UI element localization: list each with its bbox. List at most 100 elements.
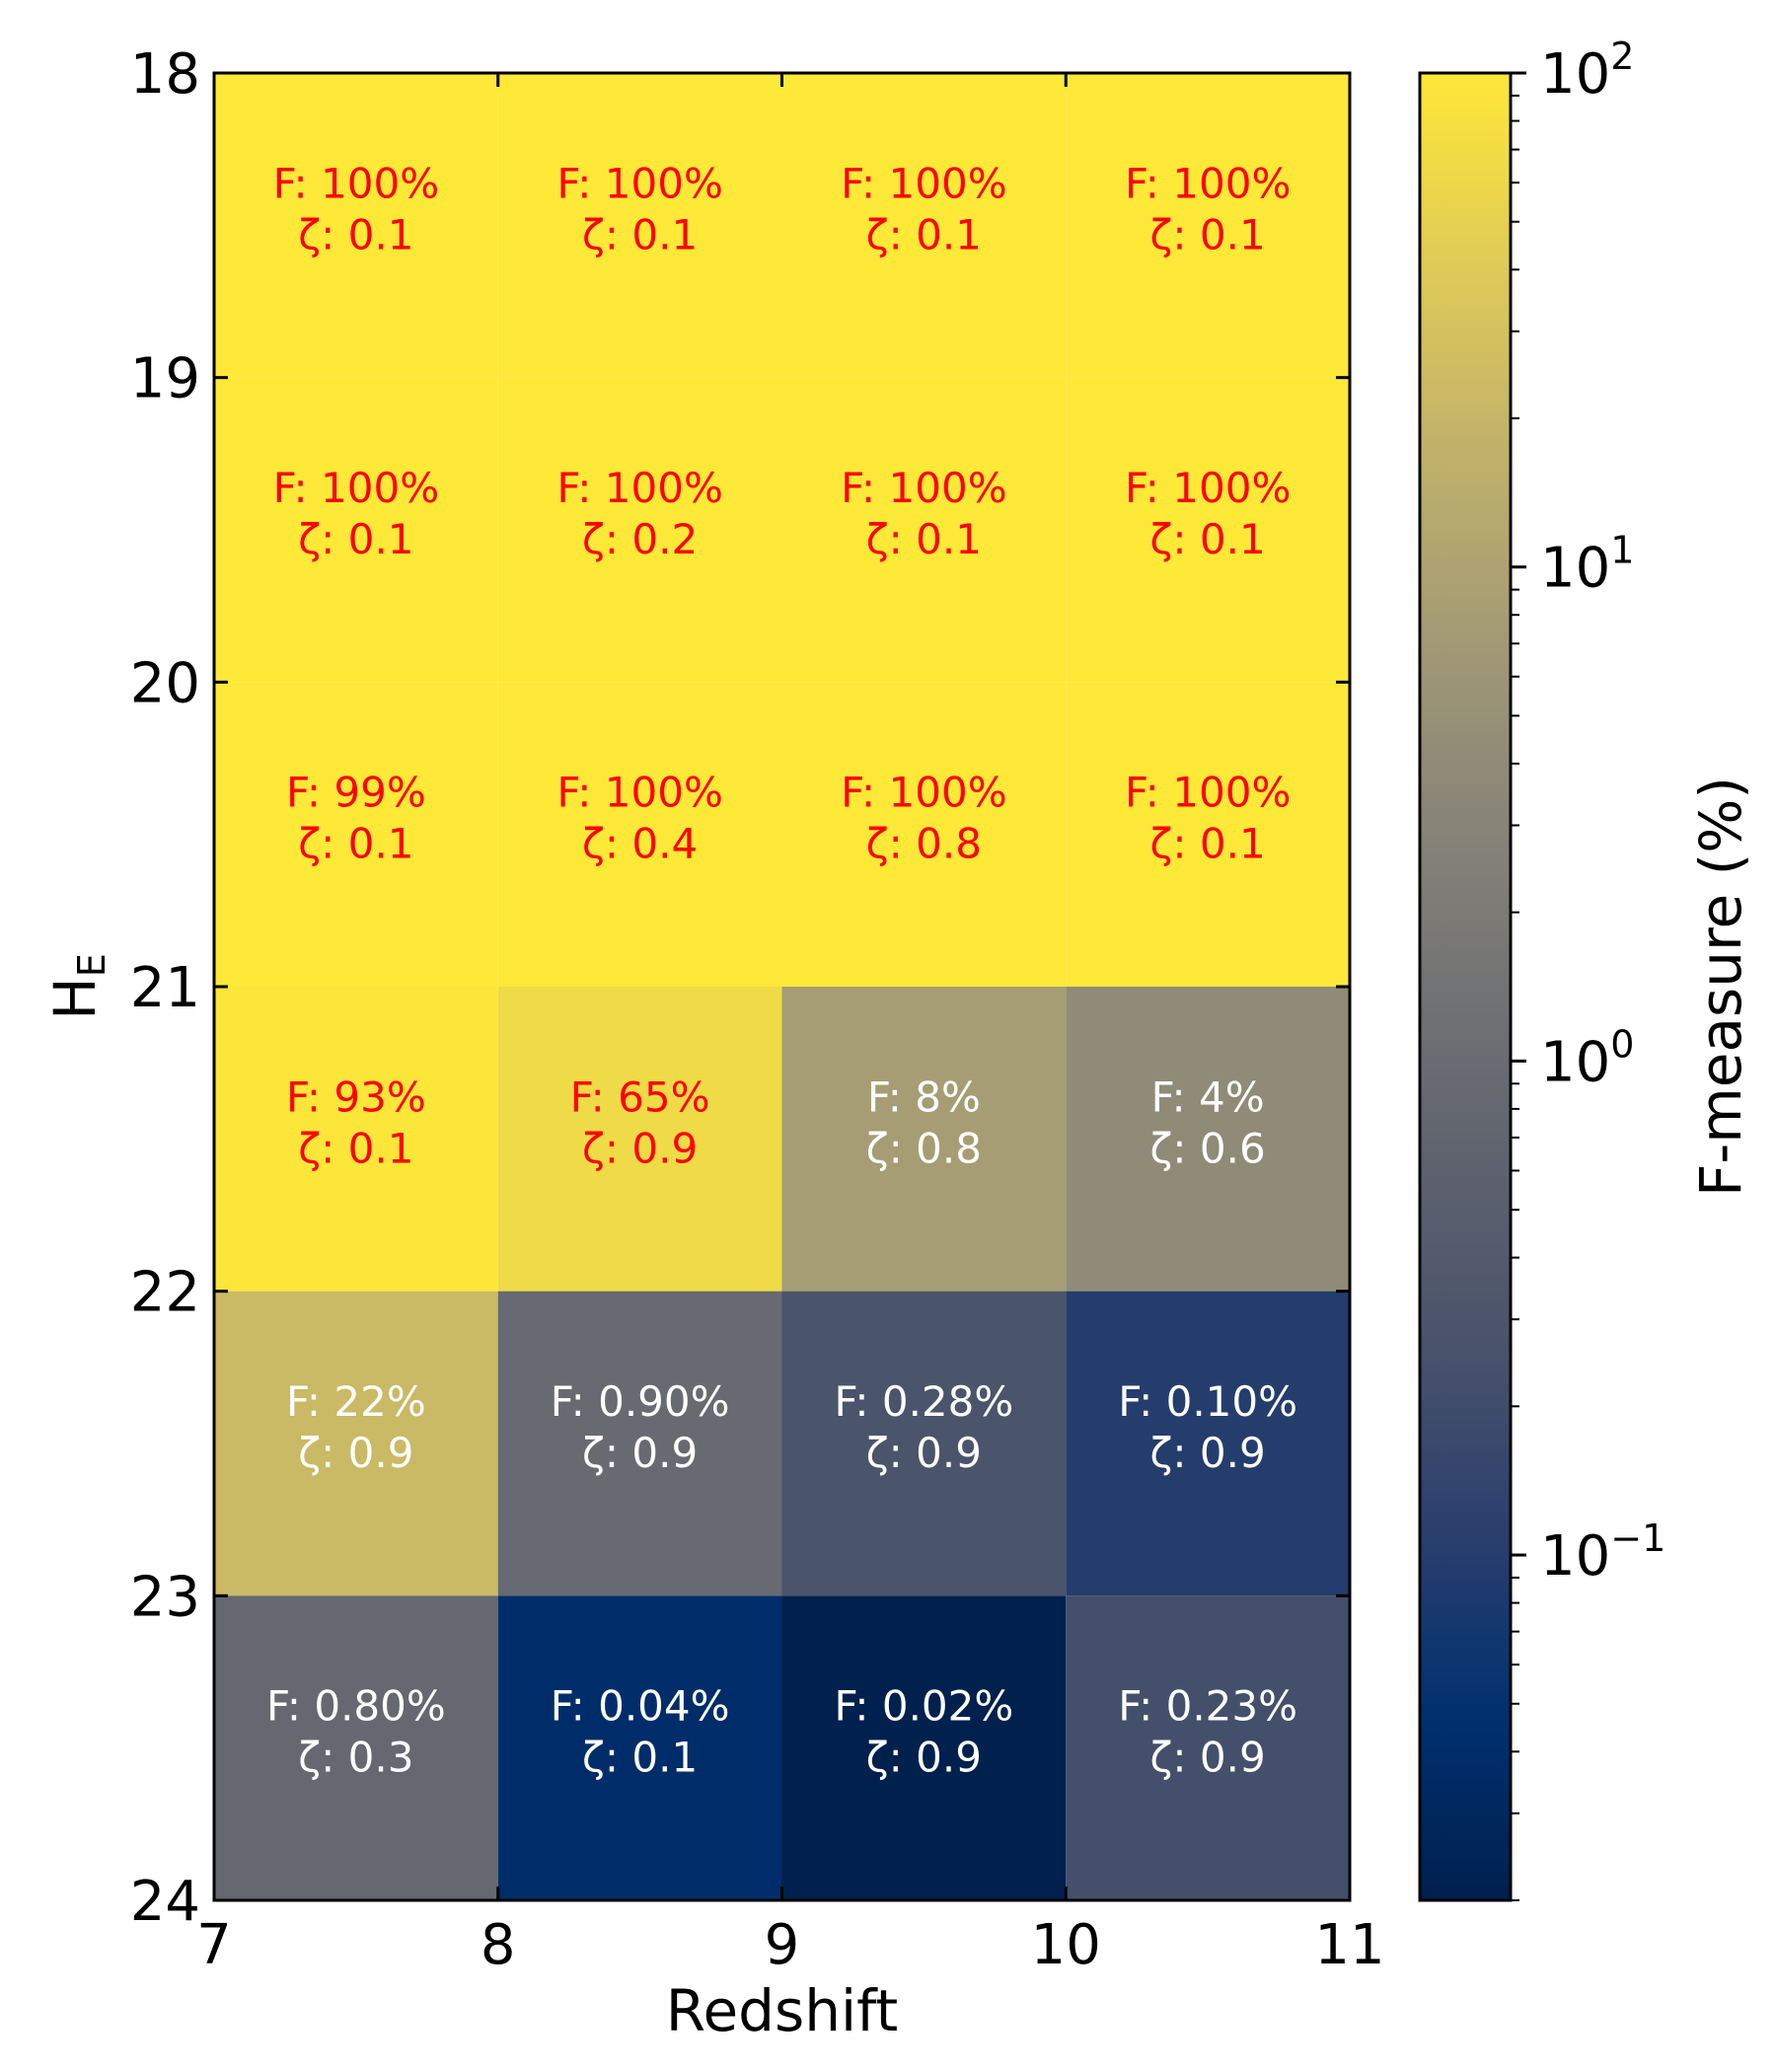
cell-zeta-label: ζ: 0.9 [1150,1734,1266,1782]
cell-zeta-label: ζ: 0.9 [582,1429,698,1477]
cell-zeta-label: ζ: 0.1 [582,210,698,259]
heatmap-cell [1066,682,1350,987]
cell-zeta-label: ζ: 0.2 [582,515,698,563]
cell-f-label: F: 100% [556,464,722,512]
cell-zeta-label: ζ: 0.9 [1150,1429,1266,1477]
cell-f-label: F: 100% [273,159,439,207]
cell-zeta-label: ζ: 0.9 [866,1429,982,1477]
cell-f-label: F: 0.90% [551,1377,730,1426]
y-tick-label: 24 [130,1870,200,1934]
colorbar-tick-exponent: 2 [1610,35,1634,78]
heatmap-cell [214,377,498,683]
heatmap-cell [497,73,782,378]
cell-f-label: F: 0.28% [834,1377,1013,1426]
cell-f-label: F: 0.23% [1118,1682,1297,1731]
heatmap-cell [1066,73,1350,378]
cell-f-label: F: 100% [556,769,722,817]
heatmap-cell [1066,1291,1350,1596]
cell-zeta-label: ζ: 0.1 [1150,210,1266,259]
heatmap-cell [781,987,1067,1292]
heatmap-cell [214,73,498,378]
cell-f-label: F: 22% [286,1377,426,1426]
cell-zeta-label: ζ: 0.1 [298,1124,413,1172]
cell-zeta-label: ζ: 0.3 [298,1734,413,1782]
colorbar-tick-base: 10 [1540,537,1610,601]
heatmap-cell [781,1291,1067,1596]
heatmap-cell [214,682,498,987]
colorbar-tick-label: 100 [1540,1022,1634,1094]
cell-zeta-label: ζ: 0.1 [298,515,413,563]
heatmap-cell [1066,377,1350,683]
axes: 7 8 9 10 11 18 19 20 21 22 23 24 [130,42,1385,1977]
heatmap-cell [781,1595,1067,1900]
heatmap-cell [214,1291,498,1596]
cell-zeta-label: ζ: 0.9 [582,1124,698,1172]
cell-zeta-label: ζ: 0.8 [866,1124,982,1172]
cell-f-label: F: 65% [570,1073,710,1121]
x-tick-label: 11 [1314,1913,1384,1977]
colorbar-label: F-measure (%) [1687,777,1754,1197]
heatmap-cell [781,682,1067,987]
colorbar-tick-exponent: 1 [1610,529,1634,572]
y-tick-label: 21 [130,956,200,1020]
x-tick-label: 9 [765,1913,800,1977]
cell-f-label: F: 0.10% [1118,1377,1297,1426]
heatmap-cell [214,987,498,1292]
cell-zeta-label: ζ: 0.9 [298,1429,413,1477]
colorbar-tick-base: 10 [1540,1030,1610,1094]
cell-zeta-label: ζ: 0.1 [298,210,413,259]
cell-f-label: F: 100% [841,464,1006,512]
heatmap-cell [497,377,782,683]
cell-f-label: F: 0.80% [266,1682,446,1731]
cell-f-label: F: 100% [841,769,1006,817]
heatmap-cell [497,1291,782,1596]
y-tick-label: 20 [130,651,200,715]
colorbar-gradient [1418,71,1513,1902]
heatmap-cell [497,1595,782,1900]
x-tick-label: 7 [196,1913,232,1977]
x-tick-label: 8 [481,1913,516,1977]
heatmap-cell [1066,987,1350,1292]
x-tick-label: 10 [1031,1913,1101,1977]
cell-f-label: F: 100% [841,159,1006,207]
heatmap-cell [214,1595,498,1900]
cell-f-label: F: 100% [556,159,722,207]
heatmap-cell [781,377,1067,683]
cell-f-label: F: 8% [867,1073,981,1121]
colorbar-tick-exponent: −1 [1610,1517,1665,1560]
cell-zeta-label: ζ: 0.1 [582,1734,698,1782]
cell-zeta-label: ζ: 0.6 [1150,1124,1266,1172]
cell-zeta-label: ζ: 0.1 [866,515,982,563]
colorbar-tick-label: 101 [1540,529,1634,601]
cell-f-label: F: 4% [1151,1073,1265,1121]
cell-f-label: F: 99% [286,769,426,817]
heatmap-cells [214,73,1350,1900]
cell-zeta-label: ζ: 0.1 [298,820,413,868]
colorbar-tick-label: 102 [1540,35,1634,107]
cell-f-label: F: 0.02% [834,1682,1013,1731]
colorbar-tick-base: 10 [1540,1524,1610,1589]
cell-f-label: F: 0.04% [551,1682,730,1731]
cell-f-label: F: 93% [286,1073,426,1121]
y-axis-label-main: H [41,977,109,1020]
cell-f-label: F: 100% [1125,159,1291,207]
cell-f-label: F: 100% [1125,464,1291,512]
heatmap-cell [781,73,1067,378]
heatmap-cell [497,682,782,987]
y-axis-label: HE [41,953,113,1020]
y-tick-label: 23 [130,1565,200,1629]
colorbar-tick-label: 10−1 [1540,1517,1665,1589]
cell-zeta-label: ζ: 0.9 [866,1734,982,1782]
colorbar-tick-base: 10 [1540,42,1610,107]
cell-zeta-label: ζ: 0.8 [866,820,982,868]
cell-zeta-label: ζ: 0.1 [1150,820,1266,868]
x-axis-label: Redshift [666,1977,898,2044]
y-tick-label: 19 [130,347,200,411]
heatmap-cell [497,987,782,1292]
cell-zeta-label: ζ: 0.1 [1150,515,1266,563]
colorbar-tick-exponent: 0 [1610,1022,1634,1066]
cell-zeta-label: ζ: 0.1 [866,210,982,259]
